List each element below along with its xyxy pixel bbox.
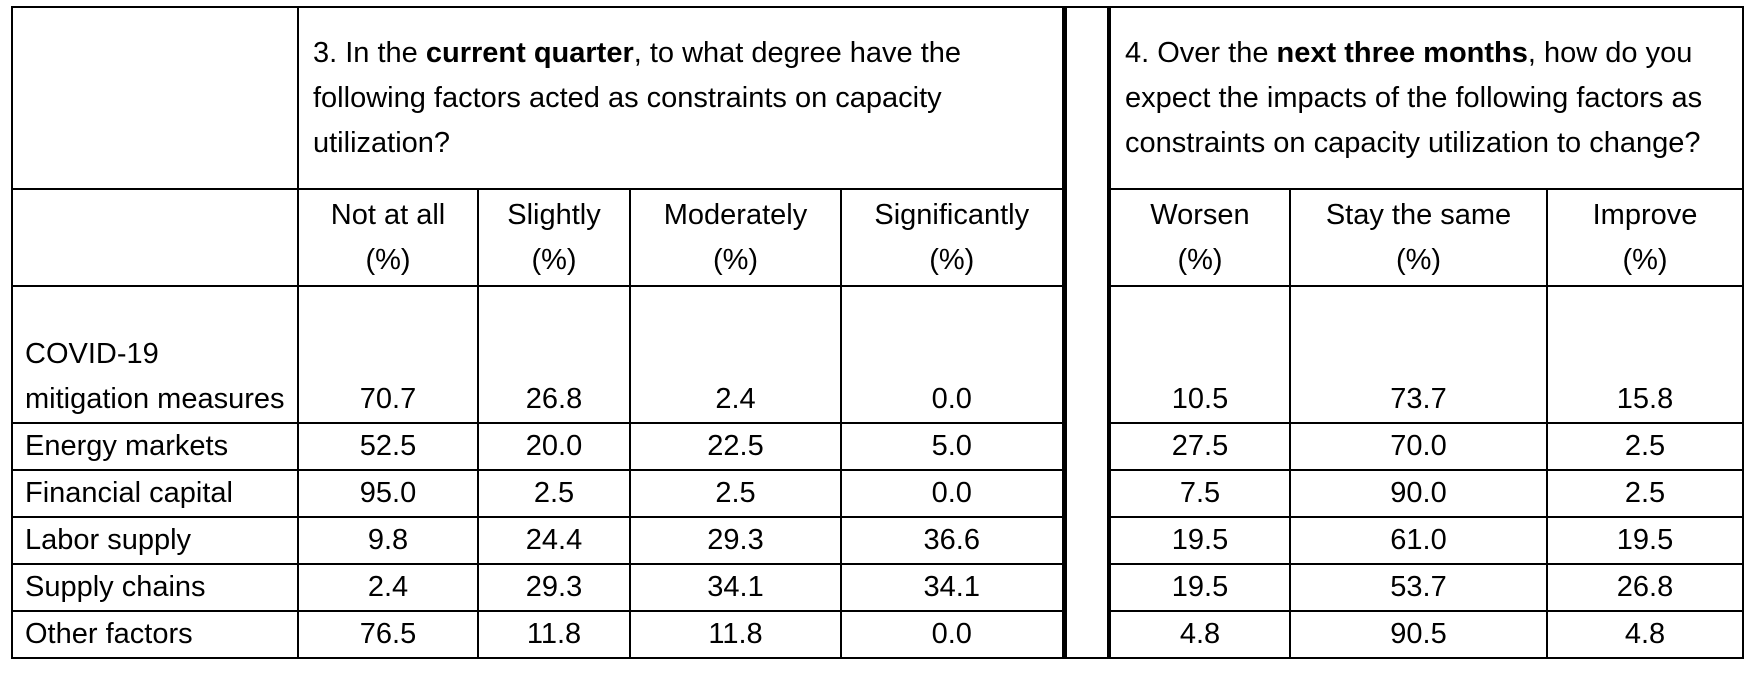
row-label: COVID-19 mitigation measures — [11, 285, 299, 424]
col-header-stay-the-same: Stay the same (%) — [1289, 188, 1548, 287]
table-cell: 20.0 — [477, 422, 631, 471]
table-cell: 4.8 — [1546, 610, 1744, 659]
table-cell: 29.3 — [629, 516, 842, 565]
table-cell: 26.8 — [1546, 563, 1744, 612]
table-cell: 36.6 — [840, 516, 1065, 565]
q3-emphasis: current quarter — [425, 36, 634, 69]
column-header-row: Not at all (%) Slightly (%) Moderately (%) … — [11, 188, 1744, 287]
section-divider — [1061, 6, 1111, 659]
q3-suffix: , to what degree have the following fact… — [313, 36, 962, 159]
table-cell: 90.0 — [1289, 469, 1548, 518]
question-3-heading: 3. In the current quarter, to what degre… — [297, 6, 1065, 190]
table-cell: 34.1 — [629, 563, 842, 612]
table-cell: 34.1 — [840, 563, 1065, 612]
table-cell: 4.8 — [1108, 610, 1291, 659]
table-row: Other factors 76.5 11.8 11.8 0.0 4.8 90.… — [11, 610, 1744, 659]
table-row: Supply chains 2.4 29.3 34.1 34.1 19.5 53… — [11, 563, 1744, 612]
col-label: Stay the same — [1325, 199, 1512, 231]
table-cell: 70.0 — [1289, 422, 1548, 471]
q4-emphasis: next three months — [1276, 36, 1528, 69]
table-cell: 2.4 — [629, 285, 842, 424]
col-label: Worsen — [1150, 199, 1250, 231]
question-header-row: 3. In the current quarter, to what degre… — [11, 6, 1744, 659]
table-cell: 5.0 — [840, 422, 1065, 471]
corner-cell — [11, 6, 299, 190]
table-cell: 19.5 — [1108, 563, 1291, 612]
row-label: Energy markets — [11, 422, 299, 471]
col-header-improve: Improve (%) — [1546, 188, 1744, 287]
table-cell: 61.0 — [1289, 516, 1548, 565]
col-header-significantly: Significantly (%) — [840, 188, 1065, 287]
col-unit: (%) — [929, 244, 975, 276]
table-cell: 2.5 — [1546, 469, 1744, 518]
col-unit: (%) — [712, 244, 759, 276]
col-header-not-at-all: Not at all (%) — [297, 188, 479, 287]
table-row: COVID-19 mitigation measures 70.7 26.8 2… — [11, 285, 1744, 424]
row-label: Other factors — [11, 610, 299, 659]
col-header-worsen: Worsen (%) — [1108, 188, 1291, 287]
table-cell: 0.0 — [840, 285, 1065, 424]
col-label: Significantly — [874, 199, 1030, 231]
table-cell: 19.5 — [1108, 516, 1291, 565]
col-unit: (%) — [1177, 244, 1223, 276]
question-4-heading: 4. Over the next three months, how do yo… — [1108, 6, 1744, 190]
table-cell: 53.7 — [1289, 563, 1548, 612]
factor-header-cell — [11, 188, 299, 287]
table-cell: 0.0 — [840, 469, 1065, 518]
row-label: Labor supply — [11, 516, 299, 565]
row-label: Financial capital — [11, 469, 299, 518]
table-cell: 11.8 — [629, 610, 842, 659]
table-cell: 2.4 — [297, 563, 479, 612]
col-unit: (%) — [531, 244, 577, 276]
table-cell: 52.5 — [297, 422, 479, 471]
table-cell: 24.4 — [477, 516, 631, 565]
col-unit: (%) — [1622, 244, 1668, 276]
table-cell: 73.7 — [1289, 285, 1548, 424]
table-cell: 22.5 — [629, 422, 842, 471]
table-cell: 90.5 — [1289, 610, 1548, 659]
table-row: Labor supply 9.8 24.4 29.3 36.6 19.5 61.… — [11, 516, 1744, 565]
table-cell: 2.5 — [477, 469, 631, 518]
col-label: Moderately — [663, 199, 808, 231]
col-header-slightly: Slightly (%) — [477, 188, 631, 287]
table-cell: 70.7 — [297, 285, 479, 424]
table-cell: 10.5 — [1108, 285, 1291, 424]
table-cell: 15.8 — [1546, 285, 1744, 424]
table-row: Energy markets 52.5 20.0 22.5 5.0 27.5 7… — [11, 422, 1744, 471]
col-unit: (%) — [1395, 244, 1442, 276]
table-cell: 19.5 — [1546, 516, 1744, 565]
col-unit: (%) — [365, 244, 411, 276]
col-header-moderately: Moderately (%) — [629, 188, 842, 287]
table-cell: 2.5 — [629, 469, 842, 518]
table-cell: 95.0 — [297, 469, 479, 518]
table-cell: 11.8 — [477, 610, 631, 659]
col-label: Not at all — [330, 199, 446, 231]
table-cell: 26.8 — [477, 285, 631, 424]
q4-suffix: , how do you expect the impacts of the f… — [1125, 36, 1703, 159]
table-row: Financial capital 95.0 2.5 2.5 0.0 7.5 9… — [11, 469, 1744, 518]
q4-prefix: 4. Over the — [1125, 36, 1277, 69]
table-cell: 7.5 — [1108, 469, 1291, 518]
table-cell: 29.3 — [477, 563, 631, 612]
col-label: Slightly — [507, 199, 601, 231]
table-cell: 2.5 — [1546, 422, 1744, 471]
table-cell: 27.5 — [1108, 422, 1291, 471]
survey-table: 3. In the current quarter, to what degre… — [11, 6, 1744, 659]
q3-prefix: 3. In the — [313, 36, 426, 69]
table-cell: 0.0 — [840, 610, 1065, 659]
col-label: Improve — [1592, 199, 1698, 231]
table-cell: 76.5 — [297, 610, 479, 659]
row-label: Supply chains — [11, 563, 299, 612]
table-cell: 9.8 — [297, 516, 479, 565]
